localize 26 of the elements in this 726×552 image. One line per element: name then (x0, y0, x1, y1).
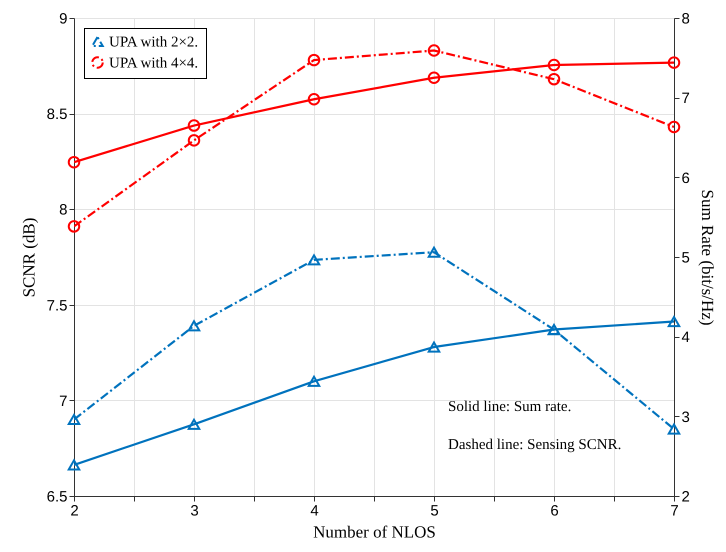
y2-tick-label: 2 (682, 488, 690, 506)
y2-tick-label: 4 (682, 329, 690, 346)
x-tick-label: 4 (310, 502, 319, 520)
x-tick-label: 3 (190, 502, 199, 520)
y-tick-label: 8.5 (46, 106, 68, 124)
y-tick-label: 7 (59, 392, 68, 410)
x-tick-label: 6 (550, 502, 559, 520)
y-axis-title: SCNR (dB) (20, 218, 39, 298)
x-tick-label: 7 (670, 502, 679, 520)
y-tick-label: 9 (59, 10, 68, 28)
annotation: Solid line: Sum rate. (448, 399, 572, 415)
y-tick-label: 6.5 (46, 488, 68, 506)
y-tick-label: 7.5 (46, 297, 68, 314)
x-axis-title: Number of NLOS (313, 522, 436, 542)
y-tick-label: 8 (59, 202, 68, 219)
y2-tick-label: 7 (682, 90, 690, 108)
y2-tick-label: 6 (682, 170, 690, 187)
annotation: Dashed line: Sensing SCNR. (448, 437, 622, 453)
y2-axis-title: Sum Rate (bit/s/Hz) (698, 190, 717, 326)
y2-tick-label: 8 (682, 10, 690, 28)
x-tick-label: 5 (430, 502, 439, 520)
y2-tick-label: 3 (682, 408, 690, 426)
legend-label: UPA with 4×4. (109, 56, 198, 72)
y2-tick-label: 5 (682, 250, 690, 266)
legend-label: UPA with 2×2. (109, 34, 198, 50)
x-tick-label: 2 (70, 502, 79, 520)
